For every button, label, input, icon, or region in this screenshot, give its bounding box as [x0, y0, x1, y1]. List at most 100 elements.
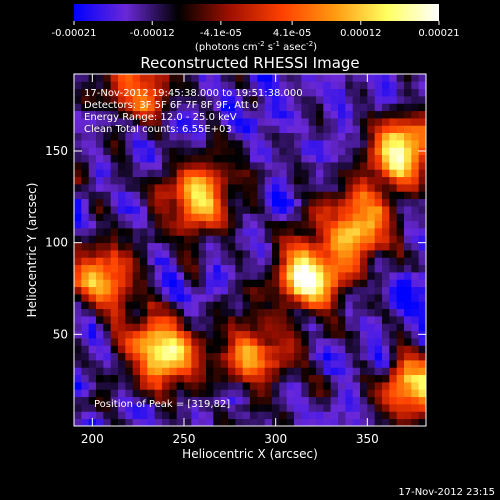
- heatmap-cell: [103, 74, 112, 82]
- heatmap-cell: [404, 103, 412, 112]
- heatmap-cell: [96, 110, 104, 119]
- heatmap-cell: [132, 169, 141, 178]
- heatmap-cell: [250, 147, 258, 156]
- heatmap-cell: [367, 360, 376, 368]
- heatmap-cell: [308, 286, 317, 295]
- heatmap-cell: [374, 96, 383, 104]
- heatmap-cell: [147, 198, 156, 207]
- heatmap-cell: [140, 367, 148, 376]
- heatmap-cell: [404, 125, 412, 134]
- heatmap-cell: [125, 264, 134, 273]
- heatmap-cell: [404, 316, 412, 324]
- heatmap-cell: [81, 154, 90, 163]
- heatmap-cell: [396, 81, 405, 90]
- heatmap-cell: [367, 162, 376, 170]
- heatmap-cell: [316, 81, 324, 90]
- heatmap-cell: [74, 279, 82, 288]
- heatmap-cell: [330, 411, 339, 420]
- heatmap-cell: [301, 382, 310, 390]
- heatmap-cell: [169, 81, 178, 90]
- heatmap-cell: [360, 132, 368, 141]
- heatmap-cell: [360, 206, 368, 214]
- heatmap-cell: [198, 191, 207, 200]
- heatmap-cell: [374, 404, 383, 412]
- heatmap-cell: [250, 110, 258, 119]
- heatmap-cell: [367, 103, 376, 112]
- heatmap-cell: [154, 81, 163, 90]
- heatmap-cell: [206, 367, 214, 376]
- heatmap-cell: [396, 389, 405, 398]
- heatmap-cell: [162, 418, 170, 426]
- heatmap-cell: [220, 316, 229, 324]
- heatmap-cell: [382, 345, 390, 354]
- heatmap-cell: [96, 250, 104, 258]
- heatmap-cell: [235, 74, 244, 82]
- heatmap-cell: [389, 382, 398, 390]
- heatmap-cell: [81, 272, 90, 280]
- heatmap-cell: [404, 242, 412, 251]
- heatmap-cell: [162, 279, 170, 288]
- heatmap-cell: [396, 220, 405, 229]
- heatmap-cell: [286, 147, 295, 156]
- heatmap-cell: [103, 279, 112, 288]
- heatmap-cell: [191, 382, 200, 390]
- heatmap-cell: [235, 88, 244, 97]
- heatmap-cell: [396, 330, 405, 339]
- heatmap-cell: [301, 74, 310, 82]
- heatmap-cell: [88, 96, 97, 104]
- heatmap-cell: [382, 294, 390, 302]
- heatmap-cell: [352, 103, 361, 112]
- heatmap-cell: [110, 235, 119, 244]
- heatmap-cell: [338, 198, 346, 207]
- heatmap-cell: [316, 367, 324, 376]
- heatmap-cell: [323, 191, 332, 200]
- heatmap-cell: [411, 294, 420, 302]
- heatmap-cell: [389, 374, 398, 383]
- heatmap-cell: [184, 382, 192, 390]
- heatmap-cell: [286, 330, 295, 339]
- heatmap-cell: [198, 132, 207, 141]
- heatmap-cell: [250, 118, 258, 126]
- heatmap-cell: [338, 184, 346, 192]
- heatmap-cell: [301, 374, 310, 383]
- heatmap-cell: [132, 242, 141, 251]
- heatmap-cell: [374, 301, 383, 310]
- heatmap-cell: [125, 125, 134, 134]
- heatmap-cell: [323, 206, 332, 214]
- heatmap-cell: [382, 404, 390, 412]
- heatmap-cell: [338, 360, 346, 368]
- heatmap-cell: [162, 242, 170, 251]
- heatmap-cell: [396, 74, 405, 82]
- heatmap-cell: [235, 184, 244, 192]
- heatmap-cell: [250, 228, 258, 236]
- heatmap-cell: [198, 316, 207, 324]
- heatmap-cell: [389, 169, 398, 178]
- heatmap-cell: [228, 279, 236, 288]
- heatmap-cell: [367, 213, 376, 222]
- heatmap-cell: [81, 257, 90, 266]
- heatmap-cell: [220, 294, 229, 302]
- heatmap-cell: [169, 338, 178, 346]
- heatmap-cell: [220, 88, 229, 97]
- heatmap-cell: [279, 250, 288, 258]
- heatmap-cell: [154, 389, 163, 398]
- heatmap-cell: [213, 110, 222, 119]
- heatmap-cell: [228, 184, 236, 192]
- heatmap-cell: [220, 345, 229, 354]
- heatmap-cell: [286, 169, 295, 178]
- heatmap-cell: [338, 132, 346, 141]
- heatmap-cell: [352, 367, 361, 376]
- heatmap-cell: [125, 279, 134, 288]
- heatmap-cell: [264, 308, 273, 317]
- heatmap-cell: [140, 110, 148, 119]
- heatmap-cell: [308, 257, 317, 266]
- heatmap-cell: [411, 74, 420, 82]
- heatmap-cell: [110, 242, 119, 251]
- heatmap-cell: [220, 389, 229, 398]
- heatmap-cell: [396, 396, 405, 405]
- heatmap-cell: [162, 382, 170, 390]
- heatmap-cell: [396, 382, 405, 390]
- heatmap-cell: [169, 213, 178, 222]
- heatmap-cell: [345, 279, 354, 288]
- heatmap-cell: [74, 382, 82, 390]
